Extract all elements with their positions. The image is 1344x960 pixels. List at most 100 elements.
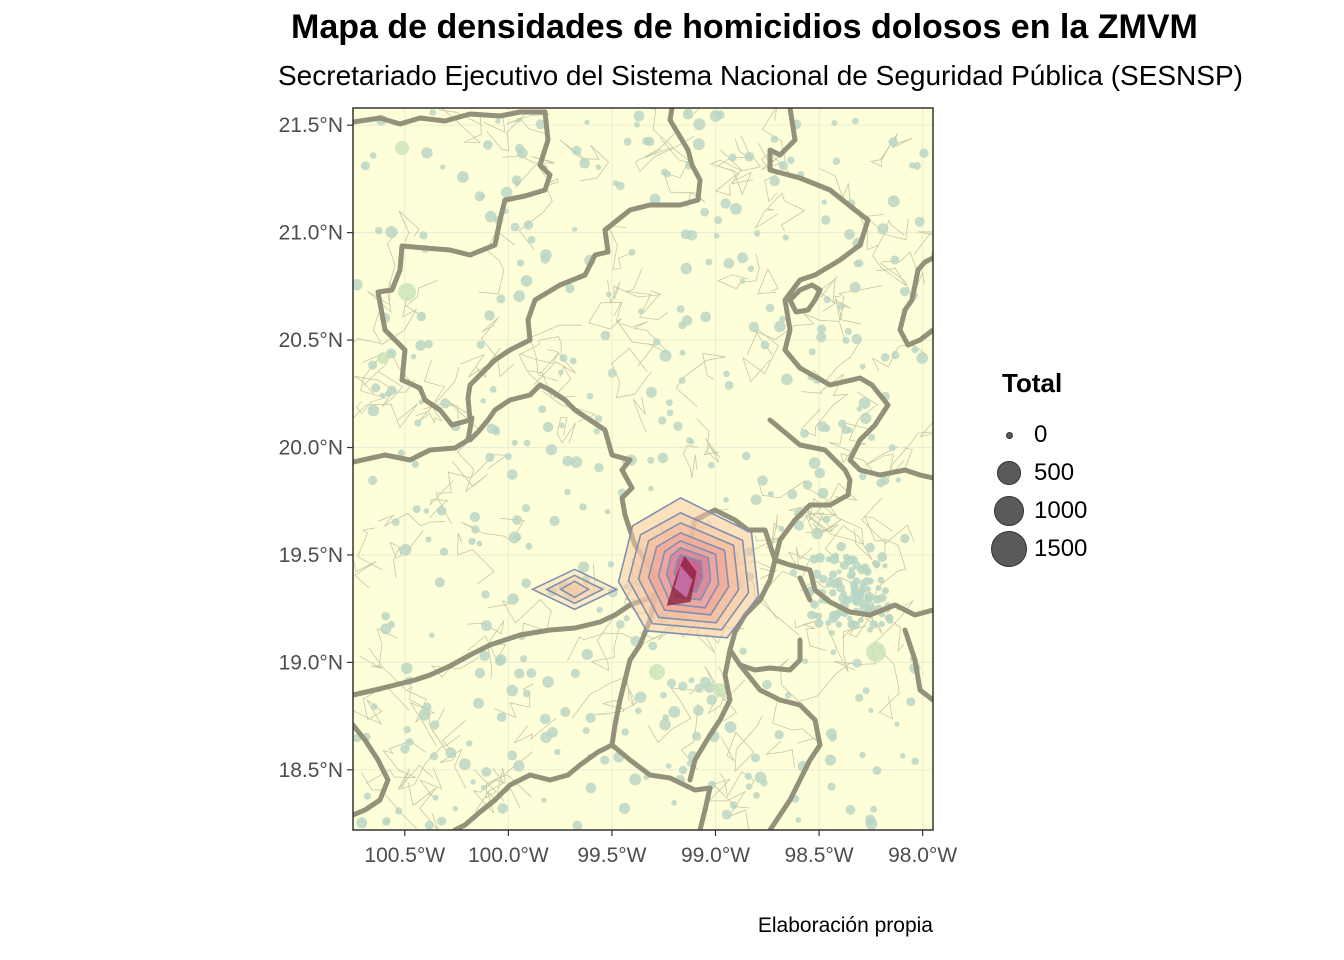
homicide-point (730, 203, 742, 215)
density-contours (530, 496, 760, 639)
homicide-point (539, 713, 551, 725)
legend-item-0: 0 (990, 416, 1140, 454)
homicide-point (356, 817, 368, 829)
homicide-point (859, 579, 867, 587)
homicide-point (688, 439, 695, 445)
homicide-point (607, 561, 615, 568)
homicide-point (418, 399, 424, 405)
homicide-point (370, 703, 378, 711)
homicide-point (673, 421, 683, 431)
municipal-border (431, 657, 479, 678)
municipal-border (864, 537, 907, 634)
homicide-point (558, 369, 564, 376)
homicide-point (415, 340, 426, 351)
homicide-point (468, 537, 476, 545)
municipal-border (556, 416, 576, 444)
homicide-point (565, 283, 575, 294)
homicide-point (547, 727, 558, 738)
municipal-border (533, 349, 577, 385)
homicide-point (844, 229, 855, 240)
municipal-border (644, 108, 674, 158)
municipal-border (611, 347, 652, 399)
homicide-point (368, 360, 378, 370)
homicide-point (501, 186, 513, 199)
municipal-border (826, 625, 867, 673)
homicide-point (846, 427, 853, 434)
legend-key (990, 530, 1028, 568)
homicide-point (919, 148, 929, 158)
homicide-point (767, 491, 774, 497)
homicide-point (760, 340, 770, 350)
homicide-point (476, 540, 483, 547)
homicide-point (827, 782, 836, 791)
municipal-border (448, 401, 488, 493)
homicide-point (802, 658, 809, 665)
homicide-point (586, 392, 594, 400)
homicide-point (728, 153, 737, 162)
homicide-point (458, 758, 471, 770)
municipal-border (760, 547, 813, 620)
municipal-border (717, 253, 760, 290)
homicide-point (569, 357, 577, 365)
y-tick-label-6: 18.5°N (279, 759, 343, 782)
homicide-point (860, 412, 872, 425)
homicide-point (881, 587, 890, 595)
homicide-point (560, 706, 571, 718)
homicide-point (439, 547, 449, 556)
homicide-point (821, 215, 831, 225)
homicide-point (579, 503, 587, 511)
homicide-point (729, 801, 738, 810)
homicide-point (492, 425, 500, 434)
municipal-border (800, 405, 834, 437)
homicide-point (645, 386, 657, 398)
homicide-point (570, 668, 581, 679)
homicide-point (410, 353, 417, 360)
municipal-border (502, 155, 555, 164)
municipal-border (765, 740, 795, 768)
homicide-point (826, 728, 837, 739)
municipal-border (367, 231, 398, 313)
homicide-point (914, 216, 925, 227)
legend-key (990, 492, 1028, 530)
homicide-point (888, 137, 898, 147)
homicide-point (847, 619, 857, 629)
homicide-point (638, 308, 644, 315)
homicide-point (808, 348, 816, 356)
homicide-point (858, 617, 864, 623)
homicide-point (360, 161, 370, 171)
homicide-point (497, 803, 509, 814)
homicide-point (585, 782, 597, 794)
homicide-point (513, 290, 525, 303)
homicide-point (527, 236, 536, 244)
map-panel-background (353, 108, 933, 830)
municipal-border (913, 231, 933, 259)
homicide-point (857, 565, 867, 575)
homicide-point (430, 720, 440, 730)
homicide-point (452, 806, 459, 812)
homicide-point (800, 429, 809, 438)
homicide-point (787, 156, 795, 164)
homicide-point (705, 258, 713, 266)
homicide-point (880, 476, 890, 485)
homicide-point (648, 485, 654, 492)
municipal-border (467, 635, 507, 662)
homicide-point (473, 697, 484, 709)
municipal-border (675, 353, 726, 408)
homicide-point (621, 728, 629, 736)
homicide-point (844, 327, 852, 336)
homicide-point (859, 472, 867, 481)
homicide-point (419, 231, 428, 240)
homicide-point (814, 618, 824, 628)
homicide-point (405, 738, 414, 747)
homicide-point (880, 353, 890, 362)
homicide-point (353, 279, 363, 291)
homicide-point (414, 419, 422, 427)
homicide-point (838, 419, 847, 428)
homicide-point (516, 117, 522, 123)
municipal-border (814, 278, 852, 321)
homicide-point (523, 689, 531, 698)
homicide-point (523, 439, 531, 447)
homicide-point (469, 511, 480, 523)
homicide-point (612, 180, 619, 187)
homicide-point (429, 109, 437, 116)
